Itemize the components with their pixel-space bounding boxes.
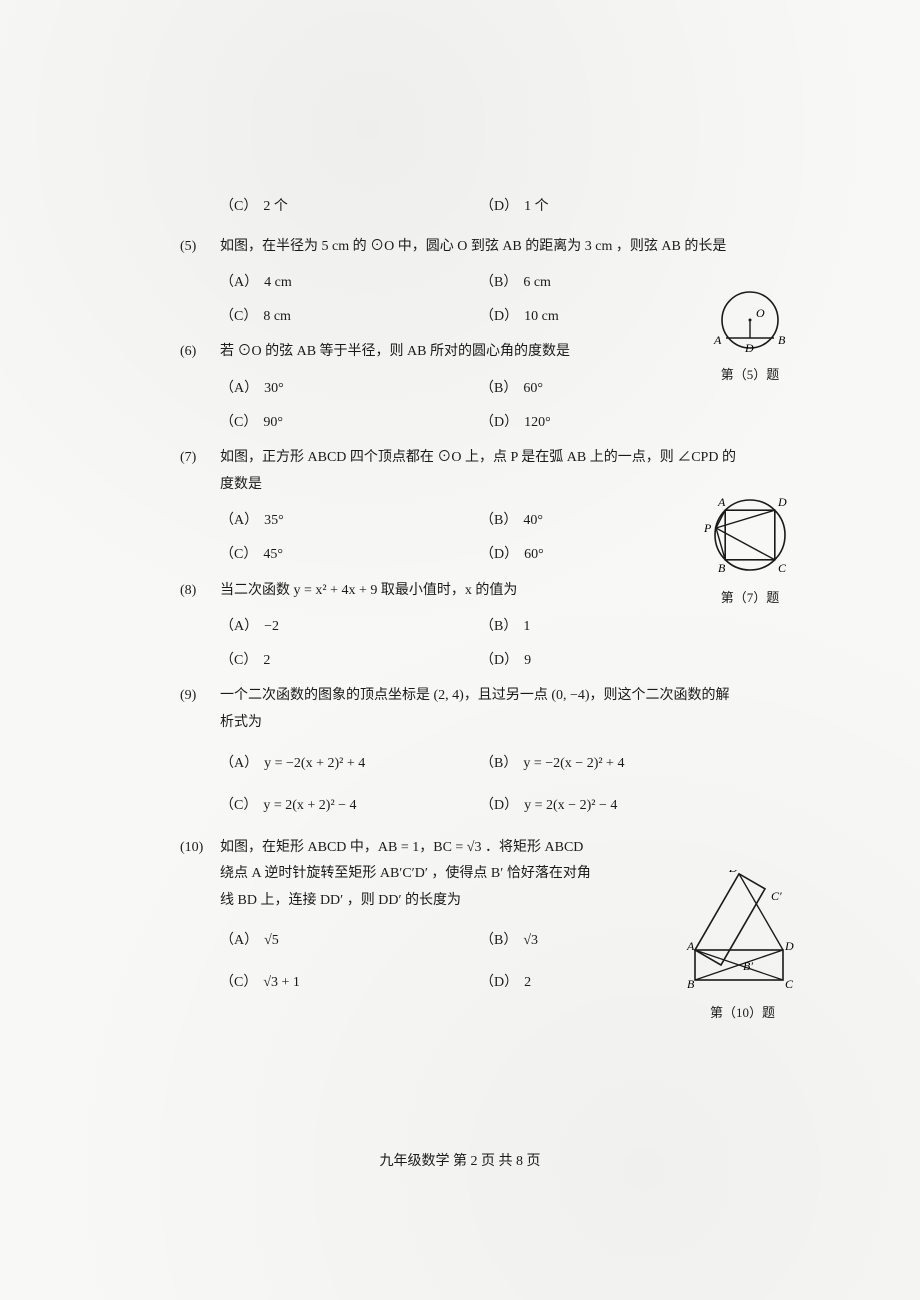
svg-text:D: D bbox=[784, 939, 794, 953]
question-5: (5) 如图，在半径为 5 cm 的 ⊙O 中，圆心 O 到弦 AB 的距离为 … bbox=[180, 234, 740, 261]
q7-stem: 如图，正方形 ABCD 四个顶点都在 ⊙O 上，点 P 是在弧 AB 上的一点，… bbox=[220, 445, 740, 498]
q8-opt-b: （B）1 bbox=[480, 610, 740, 644]
q10-stem-line1: 如图，在矩形 ABCD 中，AB = 1，BC = √3 ．将矩形 ABCD bbox=[220, 835, 740, 862]
q6-stem: 若 ⊙O 的弦 AB 等于半径，则 AB 所对的圆心角的度数是 bbox=[220, 339, 740, 366]
figure-5: O A B D 第（5）题 bbox=[700, 290, 800, 383]
question-8: (8) 当二次函数 y = x² + 4x + 9 取最小值时，x 的值为 bbox=[180, 578, 740, 605]
q8-opt-c: （C）2 bbox=[220, 644, 480, 678]
q9-options: （A）y = −2(x + 2)² + 4 （B）y = −2(x − 2)² … bbox=[220, 743, 740, 827]
svg-text:A: A bbox=[686, 939, 695, 953]
figure-10: A B C D B′ C′ D′ 第（10）题 bbox=[685, 870, 800, 1021]
figure-7: A D B C P 第（7）题 bbox=[700, 490, 800, 606]
q5-opt-c: （C）8 cm bbox=[220, 300, 480, 334]
q10-stem-line3: 线 BD 上，连接 DD′ ，则 DD′ 的长度为 bbox=[220, 888, 740, 915]
q9-opt-c: （C）y = 2(x + 2)² − 4 bbox=[220, 785, 480, 827]
q9-number: (9) bbox=[180, 683, 220, 710]
figure-7-svg: A D B C P bbox=[700, 490, 800, 585]
q10-stem-line2: 绕点 A 逆时针旋转至矩形 AB′C′D′ ，使得点 B′ 恰好落在对角 bbox=[220, 861, 740, 888]
question-6: (6) 若 ⊙O 的弦 AB 等于半径，则 AB 所对的圆心角的度数是 bbox=[180, 339, 740, 366]
q5-options: （A）4 cm （B）6 cm （C）8 cm （D）10 cm bbox=[220, 266, 740, 333]
q10-stem: 如图，在矩形 ABCD 中，AB = 1，BC = √3 ．将矩形 ABCD 绕… bbox=[220, 835, 740, 915]
exam-page: （C）2 个 （D）1 个 (5) 如图，在半径为 5 cm 的 ⊙O 中，圆心… bbox=[0, 0, 920, 1300]
svg-text:A: A bbox=[717, 495, 726, 509]
q6-opt-c: （C）90° bbox=[220, 406, 480, 440]
svg-text:P: P bbox=[703, 521, 712, 535]
q10-number: (10) bbox=[180, 835, 220, 862]
question-7: (7) 如图，正方形 ABCD 四个顶点都在 ⊙O 上，点 P 是在弧 AB 上… bbox=[180, 445, 740, 498]
svg-text:C: C bbox=[785, 977, 794, 991]
svg-text:B: B bbox=[687, 977, 695, 991]
figure-10-svg: A B C D B′ C′ D′ bbox=[685, 870, 800, 1000]
svg-text:D′: D′ bbox=[728, 870, 741, 875]
q10-opt-c: （C）√3 + 1 bbox=[220, 962, 480, 1004]
q9-opt-b: （B）y = −2(x − 2)² + 4 bbox=[480, 743, 740, 785]
q6-options: （A）30° （B）60° （C）90° （D）120° bbox=[220, 372, 740, 439]
q7-options: （A）35° （B）40° （C）45° （D）60° bbox=[220, 504, 740, 571]
q8-options: （A）−2 （B）1 （C）2 （D）9 bbox=[220, 610, 740, 677]
svg-text:B: B bbox=[778, 333, 786, 347]
q5-number: (5) bbox=[180, 234, 220, 261]
figure-5-caption: 第（5）题 bbox=[700, 364, 800, 383]
q7-opt-c: （C）45° bbox=[220, 538, 480, 572]
q6-opt-a: （A）30° bbox=[220, 372, 480, 406]
q10-options: （A）√5 （B）√3 （C）√3 + 1 （D）2 bbox=[220, 920, 740, 1004]
svg-text:D: D bbox=[744, 341, 754, 355]
q6-number: (6) bbox=[180, 339, 220, 366]
prev-question-options: （C）2 个 （D）1 个 bbox=[220, 190, 740, 224]
option-d: （D）1 个 bbox=[480, 190, 740, 224]
question-10: (10) 如图，在矩形 ABCD 中，AB = 1，BC = √3 ．将矩形 A… bbox=[180, 835, 740, 915]
svg-text:C′: C′ bbox=[771, 889, 782, 903]
figure-7-caption: 第（7）题 bbox=[700, 587, 800, 606]
q5-stem: 如图，在半径为 5 cm 的 ⊙O 中，圆心 O 到弦 AB 的距离为 3 cm… bbox=[220, 234, 740, 261]
q9-opt-d: （D）y = 2(x − 2)² − 4 bbox=[480, 785, 740, 827]
q6-opt-d: （D）120° bbox=[480, 406, 740, 440]
q7-opt-a: （A）35° bbox=[220, 504, 480, 538]
svg-text:D: D bbox=[777, 495, 787, 509]
svg-text:O: O bbox=[756, 306, 765, 320]
q5-opt-a: （A）4 cm bbox=[220, 266, 480, 300]
svg-text:C: C bbox=[778, 561, 787, 575]
svg-text:B: B bbox=[718, 561, 726, 575]
q7-number: (7) bbox=[180, 445, 220, 472]
q8-number: (8) bbox=[180, 578, 220, 605]
svg-text:A: A bbox=[713, 333, 722, 347]
q9-stem: 一个二次函数的图象的顶点坐标是 (2, 4)，且过另一点 (0, −4)，则这个… bbox=[220, 683, 740, 736]
q9-opt-a: （A）y = −2(x + 2)² + 4 bbox=[220, 743, 480, 785]
q8-stem: 当二次函数 y = x² + 4x + 9 取最小值时，x 的值为 bbox=[220, 578, 740, 605]
svg-text:B′: B′ bbox=[743, 959, 753, 973]
q8-opt-d: （D）9 bbox=[480, 644, 740, 678]
page-footer: 九年级数学 第 2 页 共 8 页 bbox=[0, 1150, 920, 1170]
question-9: (9) 一个二次函数的图象的顶点坐标是 (2, 4)，且过另一点 (0, −4)… bbox=[180, 683, 740, 736]
figure-5-svg: O A B D bbox=[700, 290, 800, 362]
q10-opt-a: （A）√5 bbox=[220, 920, 480, 962]
option-c: （C）2 个 bbox=[220, 190, 480, 224]
q8-opt-a: （A）−2 bbox=[220, 610, 480, 644]
figure-10-caption: 第（10）题 bbox=[685, 1002, 800, 1021]
